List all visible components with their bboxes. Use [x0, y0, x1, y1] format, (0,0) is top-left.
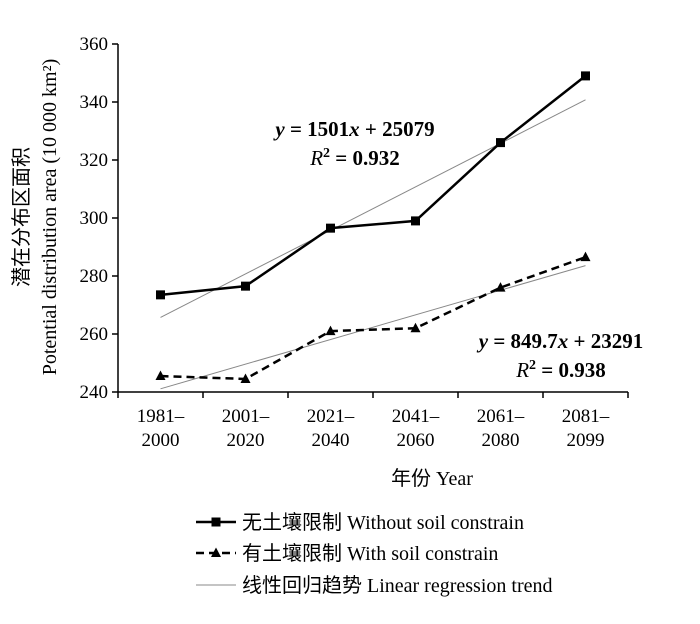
legend-label: 有土壤限制 With soil constrain	[242, 542, 498, 565]
x-tick-label: 2000	[142, 430, 180, 451]
y-axis-label-cn: 潜在分布区面积	[10, 147, 33, 287]
x-tick-label: 2081–	[562, 406, 610, 427]
point-triangle	[410, 322, 421, 333]
series-markers	[155, 71, 591, 383]
x-tick-label: 2080	[482, 430, 520, 451]
x-tick-label: 2099	[567, 430, 605, 451]
y-tick-label: 300	[80, 208, 109, 229]
y-tick-label: 260	[80, 324, 109, 345]
series-lines	[160, 74, 587, 381]
x-tick-label: 2020	[227, 430, 265, 451]
series-line-0	[160, 74, 587, 297]
x-axis-label: 年份 Year	[391, 467, 473, 490]
point-triangle	[580, 251, 591, 262]
legend-marker-square	[211, 517, 221, 527]
point-triangle	[325, 325, 336, 336]
point-triangle	[155, 370, 166, 381]
legend-item-1: 有土壤限制 With soil constrain	[196, 542, 498, 565]
y-tick-label: 280	[80, 266, 109, 287]
y-axis-ticks: 240 260 280 300 320 340 360	[80, 34, 118, 403]
x-axis-ticks: 1981– 2000 2001– 2020 2021– 2040 2041– 2060 2061…	[117, 392, 629, 451]
y-tick-label: 360	[80, 34, 109, 55]
equation-without-soil: y = 1501x + 25079	[272, 117, 434, 141]
x-tick-label: 2041–	[392, 406, 440, 427]
point-square	[411, 216, 420, 226]
x-tick-label: 1981–	[137, 406, 185, 427]
point-triangle	[240, 373, 251, 383]
legend-label: 无土壤限制 Without soil constrain	[242, 511, 524, 534]
equation-with-soil: y = 849.7x + 23291	[476, 329, 644, 353]
y-axis-label-en: Potential distribution area (10 000 km²)	[39, 59, 61, 376]
point-square	[581, 71, 590, 81]
point-square	[496, 138, 505, 148]
x-tick-label: 2040	[312, 430, 350, 451]
point-square	[326, 223, 335, 233]
point-square	[241, 281, 250, 291]
y-tick-label: 340	[80, 92, 109, 113]
r2-with-soil: R2 = 0.938	[515, 358, 606, 382]
point-square	[156, 290, 165, 300]
trend-lines	[160, 99, 586, 390]
legend-label: 线性回归趋势 Linear regression trend	[242, 574, 552, 597]
legend-item-2: 线性回归趋势 Linear regression trend	[196, 574, 552, 597]
trend-equation-without-soil: y = 1501x + 25079 R2 = 0.932	[272, 117, 434, 170]
x-tick-label: 2061–	[477, 406, 525, 427]
r2-without-soil: R2 = 0.932	[309, 146, 400, 170]
trend-equation-with-soil: y = 849.7x + 23291 R2 = 0.938	[476, 329, 644, 382]
trend-line-0	[160, 99, 586, 318]
x-tick-label: 2001–	[222, 406, 270, 427]
legend-item-0: 无土壤限制 Without soil constrain	[196, 511, 524, 534]
point-triangle	[495, 282, 506, 292]
y-tick-label: 320	[80, 150, 109, 171]
legend: 无土壤限制 Without soil constrain 有土壤限制 With s…	[196, 511, 552, 597]
y-tick-label: 240	[80, 382, 109, 403]
legend-marker-triangle	[211, 547, 221, 557]
x-tick-label: 2021–	[307, 406, 355, 427]
trend-line-1	[160, 265, 586, 390]
x-tick-label: 2060	[397, 430, 435, 451]
series-line-1	[160, 255, 586, 381]
